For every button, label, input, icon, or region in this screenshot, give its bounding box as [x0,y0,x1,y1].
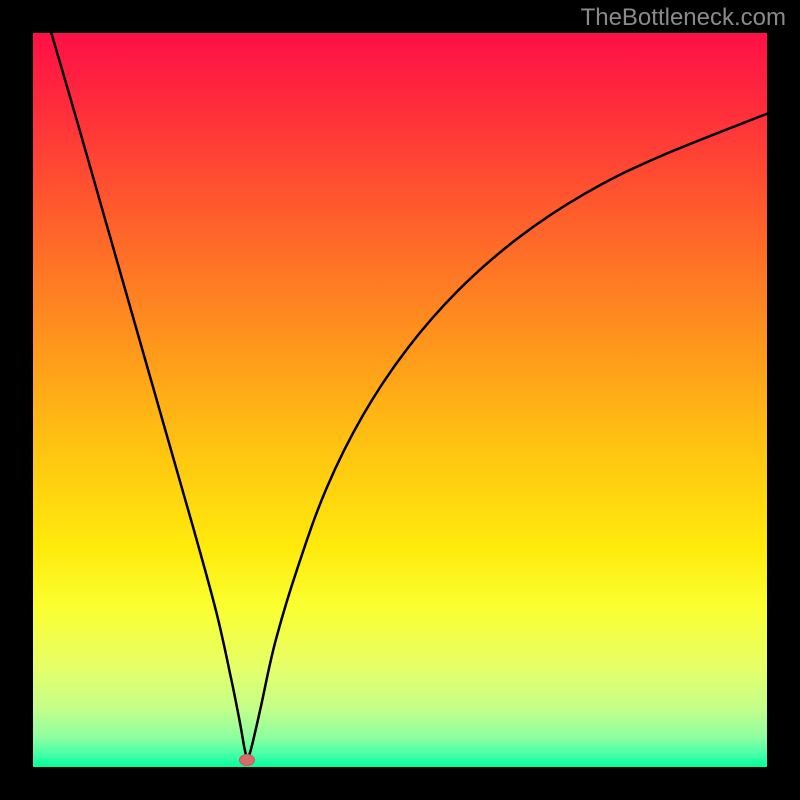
optimum-marker [239,754,255,766]
watermark-text: TheBottleneck.com [581,4,786,32]
chart-container: TheBottleneck.com [0,0,800,800]
bottleneck-curve [0,0,800,800]
